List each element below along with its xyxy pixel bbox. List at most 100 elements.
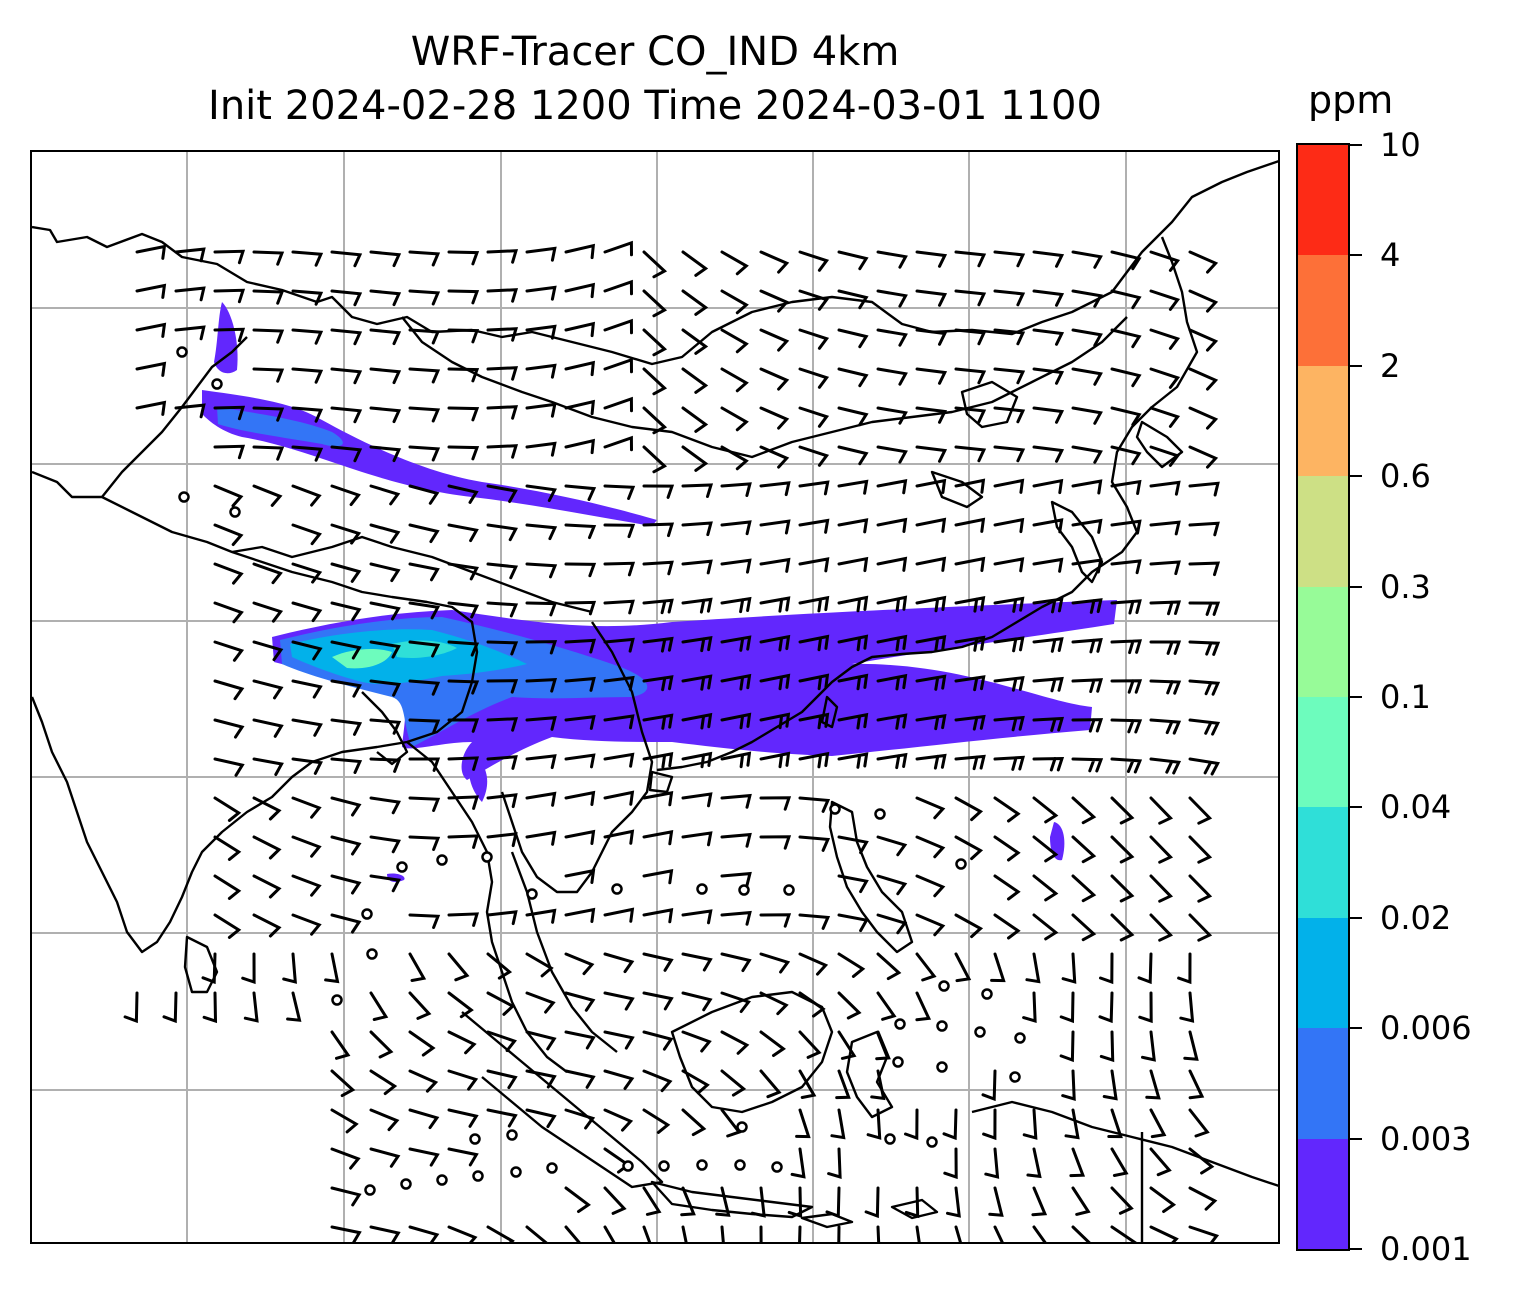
wind-barb (564, 638, 597, 654)
wind-barb (993, 367, 1026, 385)
calm-marker (211, 378, 223, 390)
wind-barb (252, 328, 285, 344)
wind-barb (1188, 561, 1221, 577)
wind-barb (252, 406, 285, 422)
wind-barb (864, 1186, 880, 1219)
wind-barb (787, 1186, 803, 1219)
wind-barb (981, 1069, 997, 1102)
wind-barb (681, 1069, 710, 1095)
colorbar-tick-label: 0.003 (1380, 1119, 1472, 1158)
wind-barb (681, 597, 713, 614)
wind-barb (447, 912, 480, 927)
wind-barb (369, 562, 401, 583)
wind-barb (837, 952, 866, 978)
wind-barb (1032, 478, 1064, 495)
wind-barb (876, 673, 908, 691)
wind-barb (715, 1186, 731, 1217)
wind-barb (1188, 1108, 1210, 1138)
wind-barb (1102, 1069, 1118, 1101)
wind-barb (486, 1069, 518, 1090)
wind-barb (915, 796, 946, 820)
wind-barb (993, 250, 1026, 268)
wind-barb (681, 1108, 707, 1137)
wind-barb (876, 874, 908, 896)
wind-barb (942, 1108, 958, 1141)
wind-barb (252, 289, 285, 305)
wind-barb (603, 907, 635, 923)
wind-barb (759, 519, 791, 535)
wind-barb (408, 289, 441, 306)
wind-barb (603, 1225, 616, 1242)
wind-barb (1141, 1030, 1156, 1062)
wind-barb (1149, 289, 1181, 311)
calm-marker (734, 1159, 746, 1171)
colorbar-tick-label: 10 (1380, 126, 1421, 164)
coast-myanmar (406, 741, 568, 1073)
pakistan-north-plume-mid (217, 407, 343, 447)
wind-barb (564, 438, 596, 455)
calm-marker (874, 808, 886, 820)
wind-barb (876, 445, 908, 464)
wind-barb (759, 1225, 763, 1242)
wind-barb (447, 718, 480, 733)
wind-barb (954, 445, 987, 463)
wind-barb (954, 250, 987, 268)
wind-barb (447, 756, 480, 771)
colorbar-tick-label: 0.006 (1380, 1009, 1472, 1048)
wind-barb (876, 517, 908, 533)
wind-barb (993, 406, 1026, 424)
wind-barb (1149, 1147, 1172, 1177)
wind-barb (1061, 1069, 1076, 1102)
wind-barb (525, 716, 557, 731)
wind-barb (603, 279, 633, 296)
wind-barb (1149, 328, 1181, 350)
wind-barb (837, 835, 869, 855)
wind-barb (408, 406, 441, 423)
wind-barb (486, 755, 518, 770)
wind-barb (564, 952, 595, 976)
wind-barb (447, 289, 480, 305)
wind-barb (369, 835, 401, 854)
wind-barb (954, 754, 986, 771)
wind-barb (1071, 250, 1103, 269)
wind-barb (837, 712, 869, 730)
wind-barb (525, 1030, 557, 1051)
calm-marker (1014, 1032, 1026, 1044)
wind-barb (564, 562, 597, 578)
wind-barb (408, 991, 432, 1020)
wind-barb (291, 757, 323, 775)
wind-barb (1107, 1108, 1123, 1139)
wind-barb (720, 910, 752, 926)
wind-barb (525, 830, 557, 846)
wind-barb (798, 1069, 817, 1099)
wind-barb (954, 367, 987, 385)
wind-barb (252, 874, 282, 899)
wind-barb (213, 835, 242, 861)
wind-barb (486, 1030, 517, 1053)
wind-barb (486, 562, 519, 580)
calm-marker (436, 854, 448, 866)
wind-barb (876, 634, 908, 652)
wind-barb (525, 246, 557, 262)
wind-barb (798, 913, 831, 930)
wind-barb (954, 913, 984, 939)
wind-barb (1032, 637, 1064, 653)
wind-barb (252, 835, 282, 860)
wind-barb (876, 952, 902, 981)
wind-barb (993, 715, 1025, 732)
wind-barb (1064, 1108, 1080, 1140)
wind-barb (1188, 367, 1219, 391)
wind-barb (1026, 1147, 1042, 1179)
wind-barb (486, 366, 519, 381)
wind-barb (330, 1069, 356, 1098)
wind-barb (1071, 445, 1103, 464)
wind-barb (837, 1030, 857, 1060)
wind-barb (486, 991, 516, 1016)
wind-barb (759, 1069, 782, 1099)
wind-barb (564, 753, 596, 769)
wind-barb (564, 1108, 596, 1130)
wind-barb (564, 484, 597, 501)
wind-barb (330, 835, 362, 856)
wind-barb (837, 913, 869, 933)
wind-barb (564, 714, 596, 730)
